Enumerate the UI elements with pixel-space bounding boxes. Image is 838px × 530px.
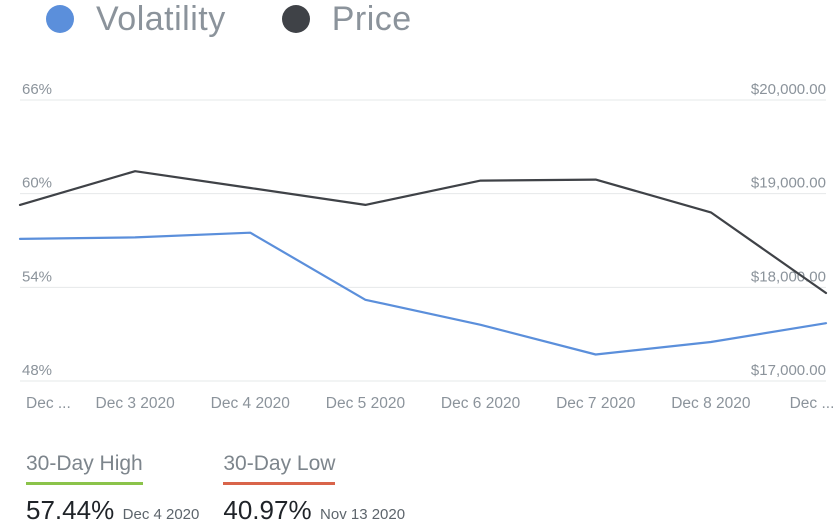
- y-left-tick-label: 66%: [22, 81, 52, 98]
- series-line-price: [18, 170, 828, 295]
- y-right-tick-label: $17,000.00: [751, 362, 826, 379]
- legend-item-volatility[interactable]: Volatility: [46, 0, 226, 39]
- x-tick-label: Dec ...: [26, 395, 71, 412]
- y-right-tick-label: $19,000.00: [751, 175, 826, 192]
- x-tick-label: Dec 3 2020: [96, 395, 176, 412]
- x-tick-label: Dec ...: [790, 395, 835, 412]
- line-chart: 66% $20,000.00 60% $19,000.00 54% $18,000.00 4…: [18, 81, 835, 412]
- y-left-tick-label: 54%: [22, 268, 52, 285]
- x-tick-label: Dec 5 2020: [326, 395, 406, 412]
- series-line-volatility: [18, 231, 828, 356]
- chart-legend: Volatility Price: [46, 0, 468, 38]
- legend-dot-price: [281, 5, 310, 33]
- y-right-tick-label: $18,000.00: [751, 268, 826, 285]
- x-tick-label: Dec 6 2020: [441, 395, 521, 412]
- stat-30-day-high: 30-Day High 57.44% Dec 4 2020: [26, 452, 199, 526]
- stat-low-label: 30-Day Low: [223, 452, 336, 485]
- legend-label-price: Price: [331, 0, 412, 38]
- stat-low-date: Nov 13 2020: [320, 506, 406, 523]
- legend-label-volatility: Volatility: [96, 0, 226, 38]
- stat-low-value: 40.97%: [223, 495, 312, 525]
- stats-row: 30-Day High 57.44% Dec 4 2020 30-Day Low…: [26, 452, 429, 526]
- x-tick-label: Dec 7 2020: [556, 395, 636, 412]
- legend-dot-volatility: [46, 5, 74, 33]
- stat-high-date: Dec 4 2020: [122, 506, 200, 523]
- y-left-tick-label: 60%: [22, 175, 52, 192]
- stat-30-day-low: 30-Day Low 40.97% Nov 13 2020: [223, 452, 405, 526]
- legend-item-price[interactable]: Price: [281, 0, 412, 39]
- x-tick-label: Dec 4 2020: [211, 395, 291, 412]
- stat-high-value: 57.44%: [26, 495, 115, 525]
- y-right-tick-label: $20,000.00: [751, 81, 826, 98]
- x-tick-label: Dec 8 2020: [671, 395, 751, 412]
- y-left-tick-label: 48%: [22, 362, 52, 379]
- stat-high-label: 30-Day High: [26, 452, 143, 485]
